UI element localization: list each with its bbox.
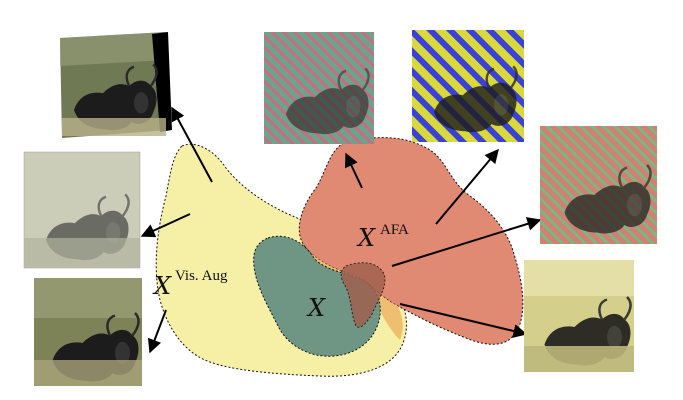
- arrow-to-stripes-blue: [435, 148, 499, 225]
- arrow-to-stripes-red: [391, 217, 542, 267]
- afa-region: [298, 137, 524, 345]
- x-afa-overlap: [340, 262, 386, 328]
- arrow-to-sepia: [399, 303, 528, 338]
- vis-aug-label-sup: Vis. Aug: [175, 268, 228, 284]
- vis-aug-label: X: [152, 272, 172, 300]
- arrow-to-stripes-green: [345, 152, 363, 189]
- thumb-rotated: [60, 32, 172, 138]
- thumb-stripes-green: [264, 32, 374, 144]
- thumb-stripes-blue: [412, 30, 524, 142]
- x-label: X: [306, 294, 326, 322]
- x-region: [253, 235, 381, 357]
- thumb-stripes-red: [540, 126, 657, 244]
- afa-label-sup: AFA: [380, 222, 409, 238]
- thumb-original-left: [34, 278, 142, 386]
- afa-label: X: [356, 224, 376, 252]
- arrow-to-rotated: [171, 106, 213, 183]
- thumb-sketch: [23, 151, 141, 269]
- arrow-to-sketch: [140, 213, 191, 238]
- thumb-sepia: [524, 260, 634, 372]
- arrow-to-original: [147, 309, 167, 354]
